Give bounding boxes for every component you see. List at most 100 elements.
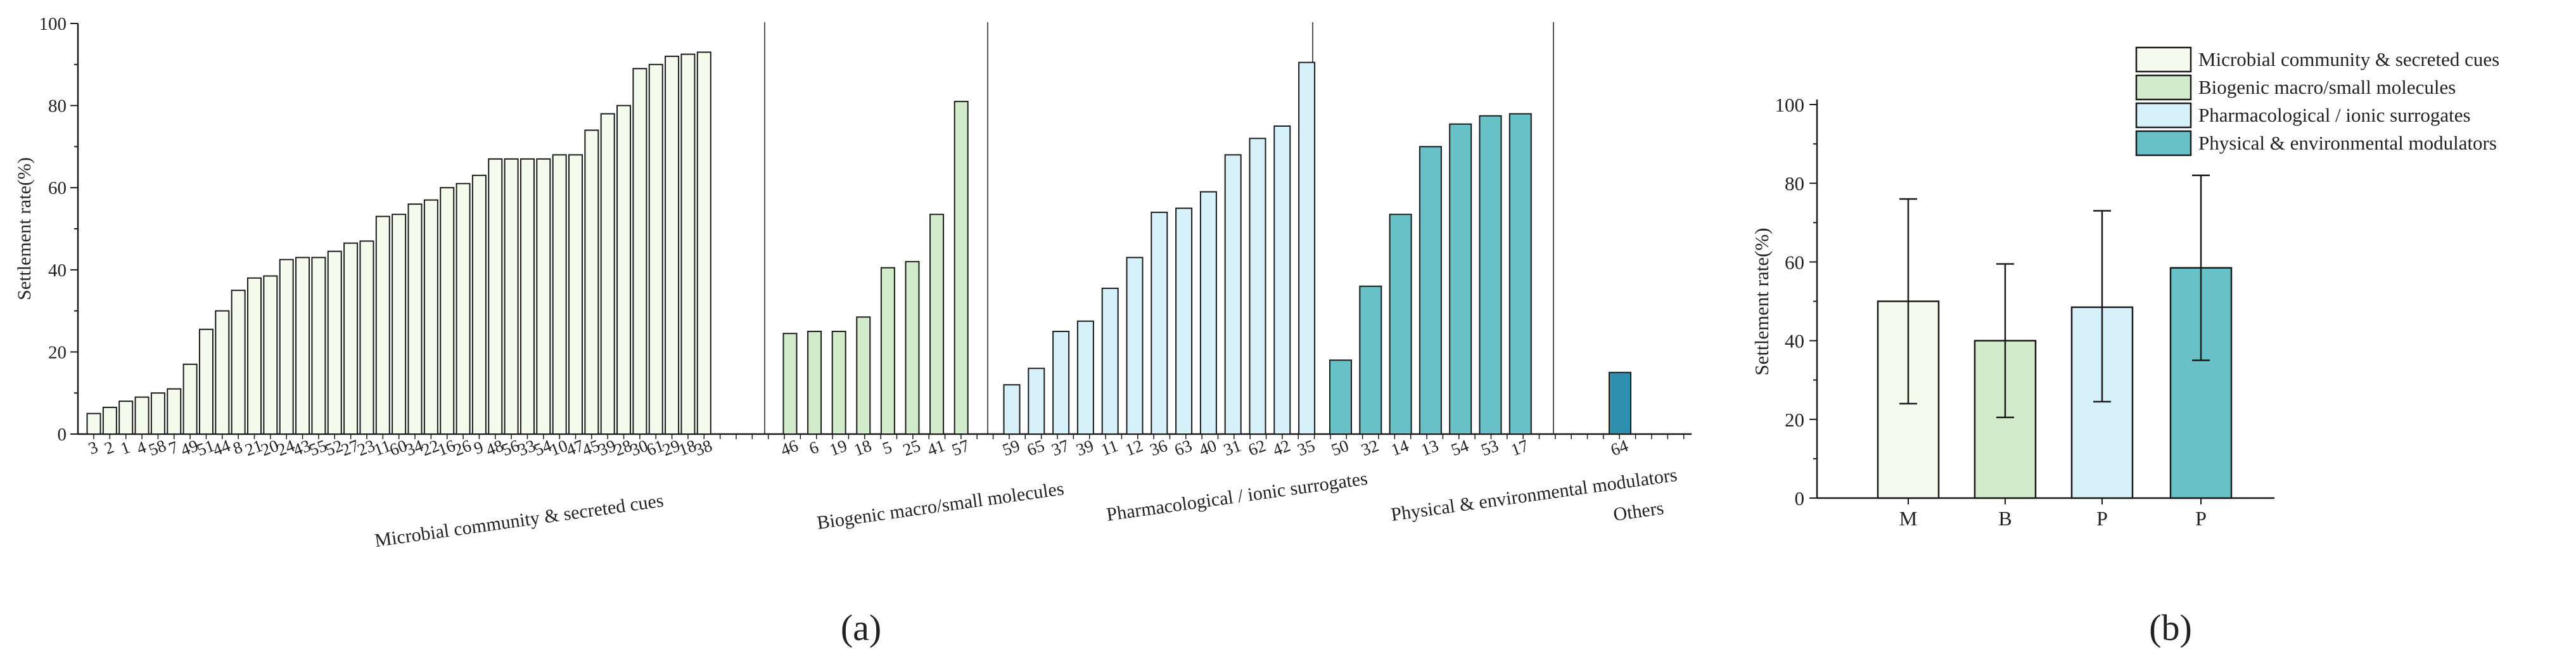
x-category-label: 4	[134, 437, 148, 458]
bar	[423, 199, 438, 435]
bar	[102, 406, 117, 435]
bar	[1449, 123, 1472, 435]
x-category-label: 7	[166, 437, 181, 458]
bar	[247, 277, 262, 435]
bar	[86, 413, 101, 435]
x-category-label: 40	[1197, 436, 1220, 459]
group-label: Biogenic macro/small molecules	[815, 478, 1065, 534]
bar	[150, 392, 165, 435]
y-tick-label: 40	[1785, 330, 1804, 352]
group-label: Microbial community & secreted cues	[373, 490, 665, 551]
bar	[1199, 191, 1217, 435]
x-category-label: 62	[1246, 436, 1268, 459]
x-category-label: 18	[851, 436, 874, 459]
y-tick-label: 20	[1785, 409, 1804, 431]
x-category-label: 36	[1147, 436, 1170, 459]
bar	[648, 63, 663, 435]
x-category-label: 38	[692, 436, 715, 459]
bar	[182, 363, 198, 435]
x-category-label: 31	[1221, 436, 1244, 459]
legend-label: Biogenic macro/small molecules	[2198, 76, 2456, 98]
bar	[343, 242, 359, 435]
x-category-label: 53	[1479, 436, 1502, 459]
bar	[359, 240, 374, 435]
group-label: Pharmacological / ionic surrogates	[1105, 468, 1368, 525]
panel-label-a: (a)	[841, 607, 881, 648]
bar	[929, 214, 945, 435]
y-tick-label: 80	[48, 96, 67, 117]
legend-label: Pharmacological / ionic surrogates	[2198, 104, 2471, 126]
x-category-label: 63	[1172, 436, 1195, 459]
bar	[488, 158, 503, 435]
bar	[263, 275, 278, 435]
bar	[680, 53, 696, 435]
x-category-label: 41	[925, 436, 948, 459]
y-tick-label: 60	[48, 178, 67, 198]
bar	[1609, 371, 1631, 435]
bar	[1076, 320, 1094, 435]
bar	[831, 331, 846, 435]
bar	[552, 154, 567, 435]
bar	[295, 257, 310, 435]
x-category-label: 17	[1508, 436, 1531, 459]
bar	[440, 187, 455, 435]
bar	[215, 310, 230, 435]
x-category-label: 13	[1419, 436, 1441, 459]
bar	[167, 388, 182, 435]
bar	[1479, 115, 1502, 435]
bar	[1126, 257, 1144, 435]
x-category-label: 54	[1448, 436, 1471, 460]
bar	[1359, 285, 1382, 435]
bar	[1419, 146, 1442, 435]
y-tick-label: 60	[1785, 251, 1804, 273]
x-category-label: 39	[1074, 436, 1097, 459]
x-category-label: 2	[102, 437, 117, 458]
bar	[1101, 287, 1119, 435]
bar	[1151, 212, 1168, 435]
x-category-label: 32	[1358, 436, 1381, 459]
x-category-label: 42	[1270, 436, 1293, 459]
x-category-label: 59	[1000, 436, 1023, 459]
y-tick-label: 20	[48, 342, 67, 362]
bar	[1052, 331, 1070, 435]
x-category-label: 14	[1389, 436, 1412, 460]
bar	[375, 215, 390, 435]
bar	[1329, 359, 1352, 435]
bar	[198, 328, 214, 435]
bar	[953, 101, 969, 435]
bar	[520, 158, 535, 435]
x-category-label: 3	[86, 437, 100, 458]
bar	[600, 113, 615, 435]
bar	[1298, 61, 1316, 435]
bar	[905, 260, 920, 435]
bar	[456, 183, 471, 435]
x-category-label: P	[2195, 507, 2207, 530]
x-category-label: 9	[471, 437, 486, 458]
y-tick-label: 0	[1795, 487, 1805, 509]
y-axis-title: Settlement rate(%)	[1750, 227, 1773, 375]
x-category-label: 44	[210, 436, 233, 460]
bar	[504, 158, 519, 435]
x-category-label: 35	[1295, 436, 1318, 459]
bar	[1389, 214, 1412, 435]
bar	[880, 267, 895, 435]
x-category-label: 6	[807, 437, 821, 458]
x-category-label: 12	[1123, 436, 1145, 459]
x-category-label: 58	[146, 436, 169, 459]
y-tick-label: 80	[1785, 172, 1804, 195]
y-axis-title: Settlement rate(%)	[14, 157, 35, 300]
x-category-label: 1	[118, 437, 132, 458]
bar	[616, 105, 632, 435]
legend-swatch	[2135, 102, 2192, 129]
bar	[1273, 125, 1291, 435]
bar	[632, 68, 647, 435]
legend-swatch	[2135, 130, 2192, 157]
bar	[279, 259, 294, 435]
bar	[134, 396, 150, 435]
bar	[584, 129, 599, 435]
x-category-label: 11	[1099, 436, 1121, 459]
bar	[407, 203, 423, 435]
bar	[1028, 368, 1045, 435]
bar	[782, 333, 798, 435]
